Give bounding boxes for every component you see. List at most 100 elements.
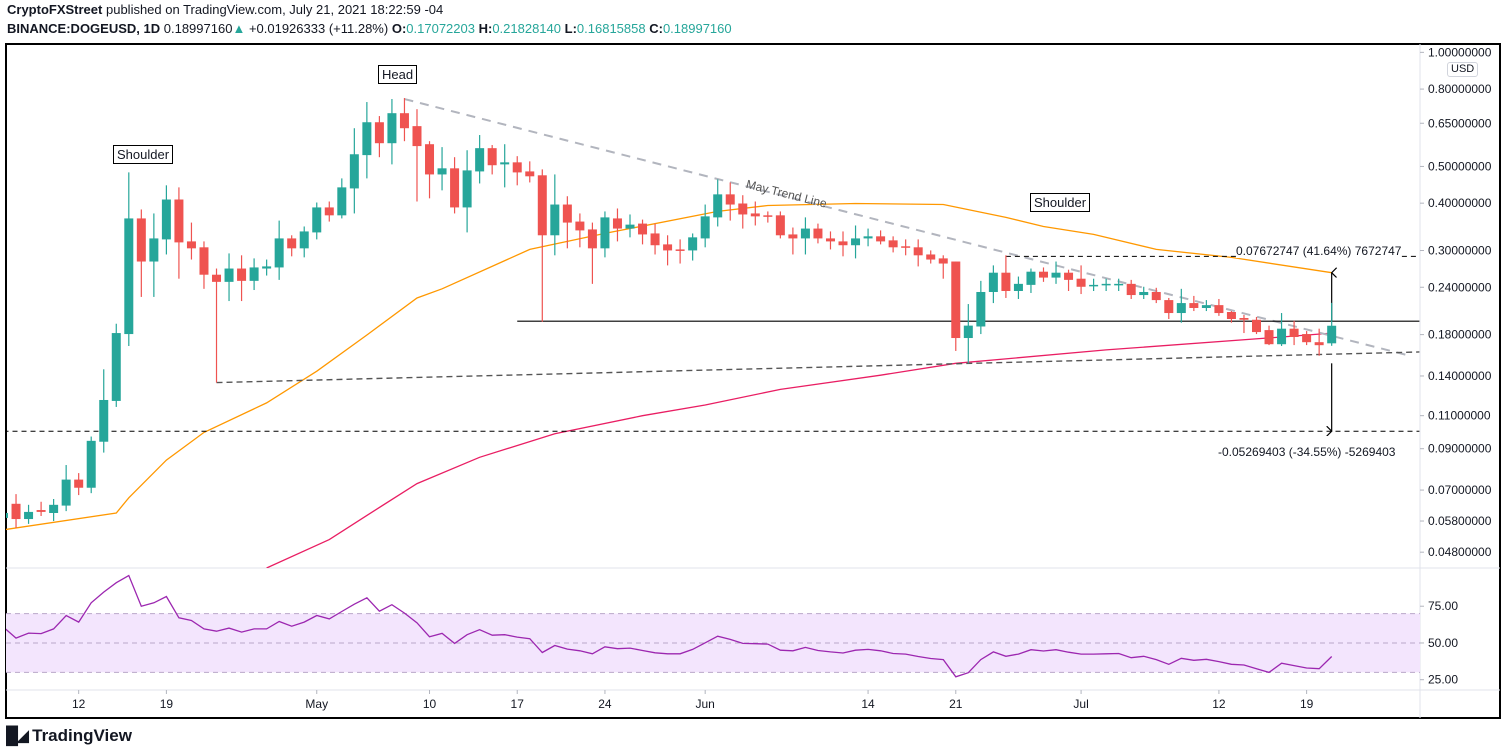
- candle-down: [1076, 265, 1086, 295]
- candle-up: [800, 217, 810, 255]
- candle-down: [374, 116, 384, 158]
- candle-body: [525, 171, 535, 177]
- candle-body: [851, 238, 861, 246]
- candle-down: [237, 255, 247, 302]
- candle-body: [713, 194, 723, 218]
- time-tick-label: 10: [423, 697, 437, 711]
- candle-up: [312, 202, 322, 240]
- candle-body: [1327, 325, 1337, 344]
- candle-body: [901, 246, 911, 248]
- publisher-name[interactable]: CryptoFXStreet: [7, 2, 103, 17]
- candle-down: [450, 157, 460, 214]
- candle-body: [1151, 291, 1161, 301]
- close-value: 0.18997160: [662, 21, 732, 36]
- candle-body: [612, 218, 622, 229]
- candle-down: [11, 494, 21, 528]
- candle-body: [562, 204, 572, 223]
- candle-body: [688, 237, 698, 251]
- candle-body: [1001, 272, 1011, 291]
- candle-body: [763, 215, 773, 217]
- candle-body: [876, 236, 886, 242]
- candle-down: [1314, 328, 1324, 356]
- rsi-tick-label: 50.00: [1428, 636, 1458, 650]
- candle-body: [537, 175, 547, 236]
- candle-body: [299, 231, 309, 249]
- candle-body: [161, 199, 171, 240]
- candle-body: [387, 113, 397, 144]
- candle-down: [1239, 314, 1249, 334]
- candle-body: [1139, 291, 1149, 296]
- candle-down: [901, 239, 911, 256]
- candle-body: [475, 148, 485, 172]
- candle-body: [1176, 303, 1186, 314]
- rsi-pane: [6, 574, 1420, 678]
- candle-up: [161, 185, 171, 255]
- candle-up: [1114, 278, 1124, 291]
- left-shoulder-label: Shoulder: [113, 145, 174, 164]
- candle-body: [700, 216, 710, 239]
- candle-body: [938, 258, 948, 264]
- candle-up: [124, 172, 134, 347]
- candle-up: [1327, 302, 1337, 346]
- candle-body: [888, 240, 898, 248]
- candle-down: [174, 187, 184, 279]
- support-line: [216, 351, 1420, 384]
- candle-down: [525, 161, 535, 183]
- candle-down: [1151, 287, 1161, 304]
- candle-body: [775, 215, 785, 236]
- candle-down: [1126, 279, 1136, 299]
- price-tick-label: 0.50000000: [1428, 159, 1492, 173]
- published-text: published on TradingView.com, July 21, 2…: [105, 2, 444, 17]
- candle-body: [587, 229, 597, 249]
- tradingview-logo[interactable]: █◢ TradingView: [6, 726, 132, 746]
- candle-body: [1101, 283, 1111, 286]
- candle-body: [111, 333, 121, 401]
- candle-body: [1051, 272, 1061, 278]
- brand-name: TradingView: [32, 726, 132, 745]
- price-tick-label: 0.40000000: [1428, 196, 1492, 210]
- candle-body: [136, 218, 146, 262]
- candle-up: [362, 102, 372, 179]
- candle-up: [500, 144, 510, 188]
- axes: 1.00000000 0.80000000 0.65000000 0.50000000…: [72, 45, 1492, 711]
- candle-up: [86, 436, 96, 494]
- price-tick-label: 1.00000000: [1428, 45, 1492, 59]
- candle-body: [1252, 319, 1261, 333]
- candle-down: [1264, 325, 1274, 346]
- candle-up: [249, 258, 259, 291]
- candle-body: [425, 144, 435, 175]
- candle-down: [650, 223, 660, 255]
- candle-body: [249, 267, 259, 281]
- candle-body: [650, 233, 660, 246]
- currency-badge[interactable]: USD: [1447, 62, 1479, 77]
- candle-body: [1239, 318, 1249, 320]
- triangle-up-icon: ▲: [232, 21, 246, 36]
- candle-body: [349, 154, 359, 189]
- candle-up: [1026, 268, 1036, 293]
- candle-down: [1214, 298, 1224, 316]
- candle-body: [99, 399, 109, 442]
- candle-down: [888, 236, 898, 253]
- price-tick-label: 0.11000000: [1428, 409, 1491, 423]
- candle-body: [788, 234, 798, 239]
- candle-down: [926, 250, 936, 264]
- candle-body: [926, 254, 936, 260]
- candle-body: [1013, 283, 1023, 291]
- moving-average-slow: [266, 332, 1332, 568]
- candle-up: [863, 228, 873, 247]
- candle-down: [1302, 331, 1312, 346]
- candle-up: [299, 226, 309, 258]
- candle-body: [437, 168, 447, 175]
- candle-body: [399, 113, 409, 129]
- candle-down: [412, 109, 422, 202]
- candle-body: [600, 217, 610, 249]
- candle-down: [199, 241, 209, 289]
- candle-body: [49, 504, 59, 513]
- candle-down: [136, 209, 146, 297]
- candle-body: [863, 236, 873, 239]
- candle-body: [1302, 334, 1312, 343]
- candle-up: [988, 265, 998, 304]
- candle-body: [237, 268, 247, 281]
- time-tick-label: 19: [1300, 697, 1314, 711]
